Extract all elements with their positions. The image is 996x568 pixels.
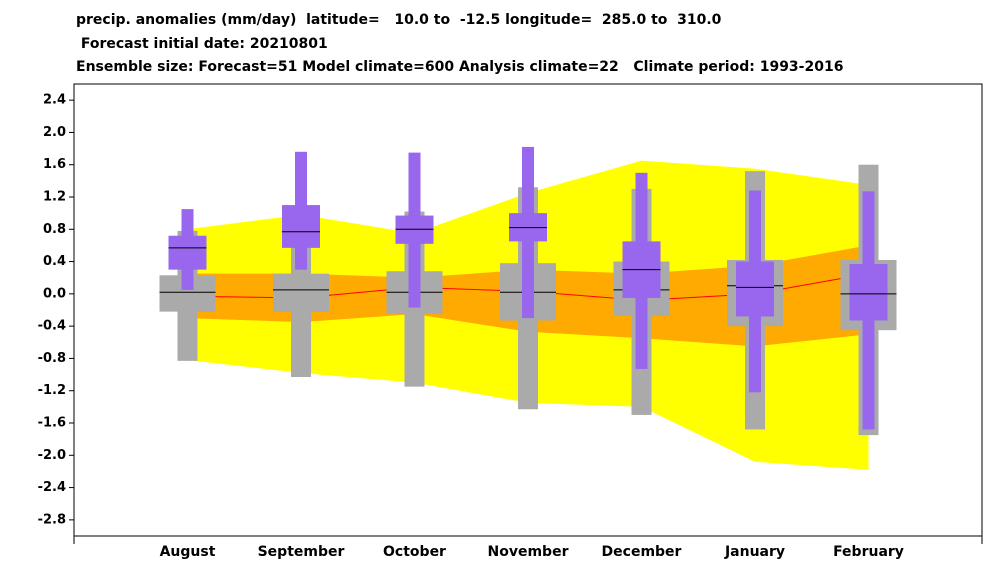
x-tick-label: January bbox=[724, 544, 785, 560]
y-tick-label: -2.8 bbox=[38, 512, 66, 527]
x-tick-label: September bbox=[258, 544, 345, 560]
x-tick-label: November bbox=[488, 544, 569, 560]
chart-subtitle: Ensemble size: Forecast=51 Model climate… bbox=[76, 59, 843, 75]
x-tick-label: October bbox=[383, 544, 446, 560]
y-tick-label: -2.4 bbox=[38, 480, 66, 495]
y-tick-label: -0.8 bbox=[38, 351, 66, 366]
y-tick-label: -1.2 bbox=[38, 383, 66, 398]
y-tick-label: 0.8 bbox=[43, 222, 66, 237]
y-tick-label: -1.6 bbox=[38, 416, 66, 431]
box bbox=[273, 273, 329, 312]
y-tick-label: 1.6 bbox=[43, 157, 66, 172]
box bbox=[168, 235, 207, 270]
x-tick-label: February bbox=[833, 544, 904, 560]
box bbox=[849, 263, 888, 321]
x-tick-label: August bbox=[160, 544, 216, 560]
x-tick-label: December bbox=[602, 544, 682, 560]
box bbox=[736, 261, 774, 317]
y-tick-label: 1.2 bbox=[43, 190, 66, 205]
y-tick-label: -0.4 bbox=[38, 319, 66, 334]
chart-title: precip. anomalies (mm/day) latitude= 10.… bbox=[76, 12, 722, 28]
y-tick-label: -2.0 bbox=[38, 448, 66, 463]
plot-frame bbox=[73, 83, 983, 537]
y-tick-label: 2.4 bbox=[43, 93, 66, 108]
y-tick-label: 0.4 bbox=[43, 254, 66, 269]
box bbox=[282, 205, 320, 248]
y-tick-label: 2.0 bbox=[43, 125, 66, 140]
y-tick-label: 0.0 bbox=[43, 286, 66, 301]
chart-subtitle: Forecast initial date: 20210801 bbox=[76, 36, 328, 52]
